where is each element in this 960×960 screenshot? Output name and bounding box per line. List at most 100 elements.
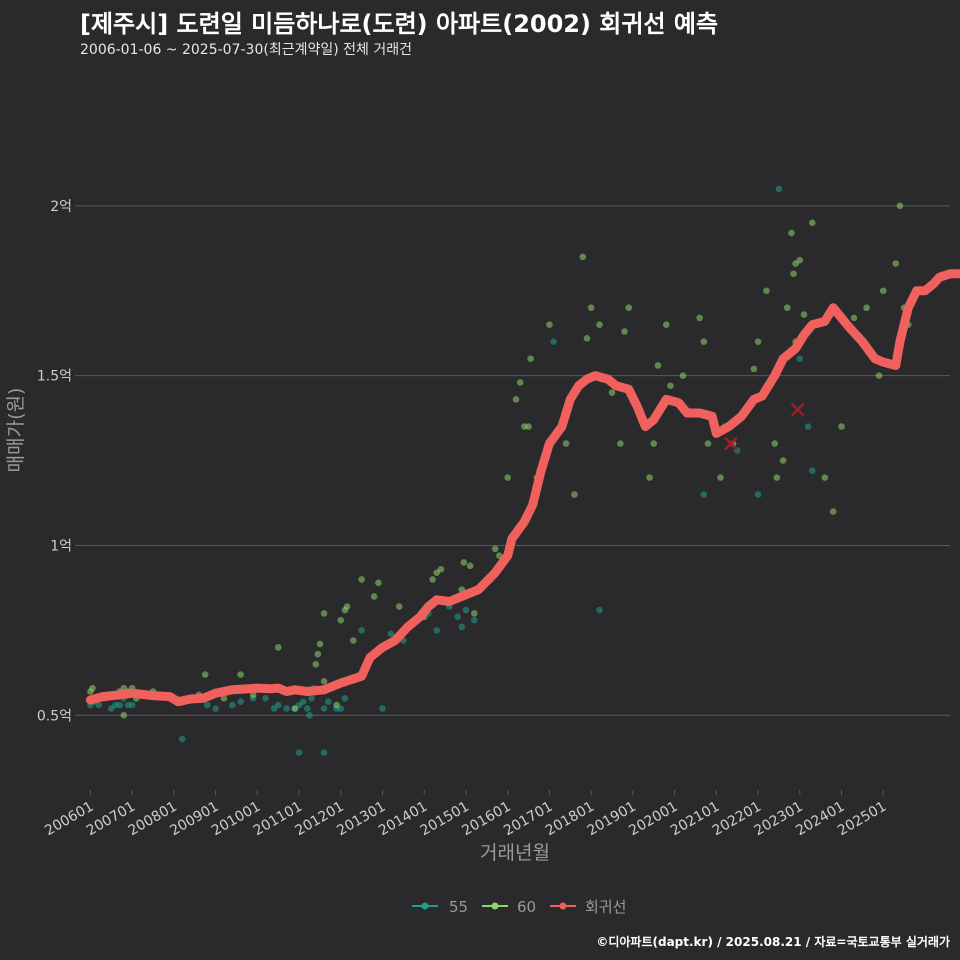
point-55-31 bbox=[320, 749, 328, 756]
point-60-69 bbox=[717, 474, 724, 481]
point-60-46 bbox=[525, 423, 532, 430]
point-55-48 bbox=[700, 491, 708, 498]
legend-label-55: 55 bbox=[449, 898, 468, 916]
point-60-92 bbox=[875, 372, 883, 379]
predicted-markers bbox=[724, 402, 805, 451]
legend-label-regression: 회귀선 bbox=[585, 898, 626, 916]
point-55-43 bbox=[462, 606, 470, 614]
point-55-19 bbox=[283, 705, 290, 712]
y-tick-labels: 0.5억 1억 1.5억 2억 bbox=[37, 199, 80, 724]
point-55-53 bbox=[796, 355, 804, 362]
point-60-52 bbox=[579, 253, 587, 261]
x-axis-label: 거래년월 bbox=[480, 842, 550, 864]
point-55-6 bbox=[116, 701, 123, 709]
point-55-34 bbox=[358, 627, 365, 634]
legend: 55 60 회귀선 bbox=[412, 898, 626, 916]
x-tick-label-19: 202501 bbox=[835, 799, 889, 840]
point-60-59 bbox=[625, 304, 633, 312]
point-60-64 bbox=[667, 382, 674, 390]
point-60-91 bbox=[863, 304, 870, 312]
point-60-44 bbox=[516, 379, 524, 386]
point-60-43 bbox=[512, 396, 520, 403]
point-60-61 bbox=[650, 440, 658, 447]
point-60-19 bbox=[316, 640, 324, 648]
point-60-22 bbox=[320, 678, 328, 685]
point-60-12 bbox=[237, 671, 244, 678]
point-60-66 bbox=[696, 314, 703, 322]
point-60-87 bbox=[829, 508, 837, 515]
point-55-55 bbox=[809, 467, 816, 475]
point-60-38 bbox=[466, 562, 474, 570]
legend-item-55: 55 bbox=[412, 898, 468, 916]
point-55-32 bbox=[295, 749, 303, 756]
point-55-22 bbox=[299, 698, 307, 705]
predicted-marker-stroke-b-1 bbox=[790, 402, 805, 417]
chart-title: [제주시] 도련일 미듬하나로(도련) 아파트(2002) 회귀선 예측 bbox=[80, 10, 719, 38]
point-60-20 bbox=[320, 610, 328, 617]
point-55-12 bbox=[212, 705, 219, 712]
regression-line bbox=[85, 269, 960, 707]
point-60-17 bbox=[312, 661, 320, 668]
point-60-51 bbox=[571, 491, 578, 498]
point-60-28 bbox=[370, 593, 378, 600]
point-55-36 bbox=[387, 630, 395, 638]
point-60-85 bbox=[809, 219, 816, 227]
point-60-10 bbox=[201, 671, 209, 678]
point-60-36 bbox=[460, 559, 468, 566]
point-55-54 bbox=[804, 423, 812, 430]
point-60-93 bbox=[892, 260, 900, 267]
point-60-73 bbox=[754, 338, 762, 345]
point-60-42 bbox=[504, 474, 511, 481]
point-60-86 bbox=[821, 474, 829, 481]
point-60-39 bbox=[471, 610, 478, 617]
point-55-9 bbox=[128, 701, 136, 709]
legend-label-60: 60 bbox=[517, 898, 536, 916]
point-60-54 bbox=[587, 304, 595, 312]
point-60-60 bbox=[646, 474, 653, 481]
y-tick-label-0: 0.5억 bbox=[37, 708, 72, 724]
point-60-57 bbox=[617, 440, 624, 447]
point-60-74 bbox=[763, 287, 770, 295]
point-60-63 bbox=[662, 321, 670, 329]
point-60-47 bbox=[527, 355, 534, 362]
point-55-42 bbox=[458, 623, 466, 631]
point-60-26 bbox=[350, 637, 357, 644]
point-60-15 bbox=[274, 644, 282, 651]
point-55-27 bbox=[320, 705, 328, 712]
point-60-32 bbox=[429, 576, 436, 583]
predicted-marker-stroke-b-0 bbox=[724, 436, 738, 451]
x-tick-labels: 2006012007012008012009012010012011012012… bbox=[42, 790, 889, 839]
point-60-94 bbox=[896, 202, 904, 210]
y-tick-label-2: 1.5억 bbox=[37, 369, 72, 385]
point-55-35 bbox=[379, 705, 386, 712]
point-55-39 bbox=[433, 627, 441, 634]
point-60-56 bbox=[608, 389, 616, 396]
point-55-51 bbox=[754, 491, 762, 498]
point-60-78 bbox=[783, 304, 791, 312]
point-60-29 bbox=[375, 579, 382, 587]
point-60-75 bbox=[771, 440, 779, 447]
point-60-89 bbox=[850, 314, 858, 322]
point-60-62 bbox=[654, 362, 662, 369]
point-60-1 bbox=[89, 684, 96, 692]
point-60-65 bbox=[679, 372, 687, 379]
regression-line-group bbox=[85, 269, 960, 707]
point-55-44 bbox=[471, 616, 478, 624]
point-60-72 bbox=[750, 365, 758, 373]
y-tick-label-1: 1억 bbox=[50, 538, 72, 554]
point-55-33 bbox=[341, 695, 349, 702]
point-60-11 bbox=[220, 695, 228, 702]
point-60-80 bbox=[790, 270, 797, 278]
grid-lines bbox=[80, 205, 950, 716]
predicted-marker-0 bbox=[724, 436, 738, 451]
point-60-23 bbox=[337, 616, 345, 624]
point-60-84 bbox=[800, 311, 808, 318]
point-55-10 bbox=[178, 735, 186, 743]
point-60-27 bbox=[358, 576, 365, 583]
point-60-82 bbox=[796, 256, 804, 264]
point-55-25 bbox=[308, 695, 315, 702]
point-60-88 bbox=[838, 423, 845, 430]
chart-subtitle: 2006-01-06 ~ 2025-07-30(최근계약일) 전체 거래건 bbox=[80, 42, 412, 58]
point-55-11 bbox=[203, 701, 211, 709]
